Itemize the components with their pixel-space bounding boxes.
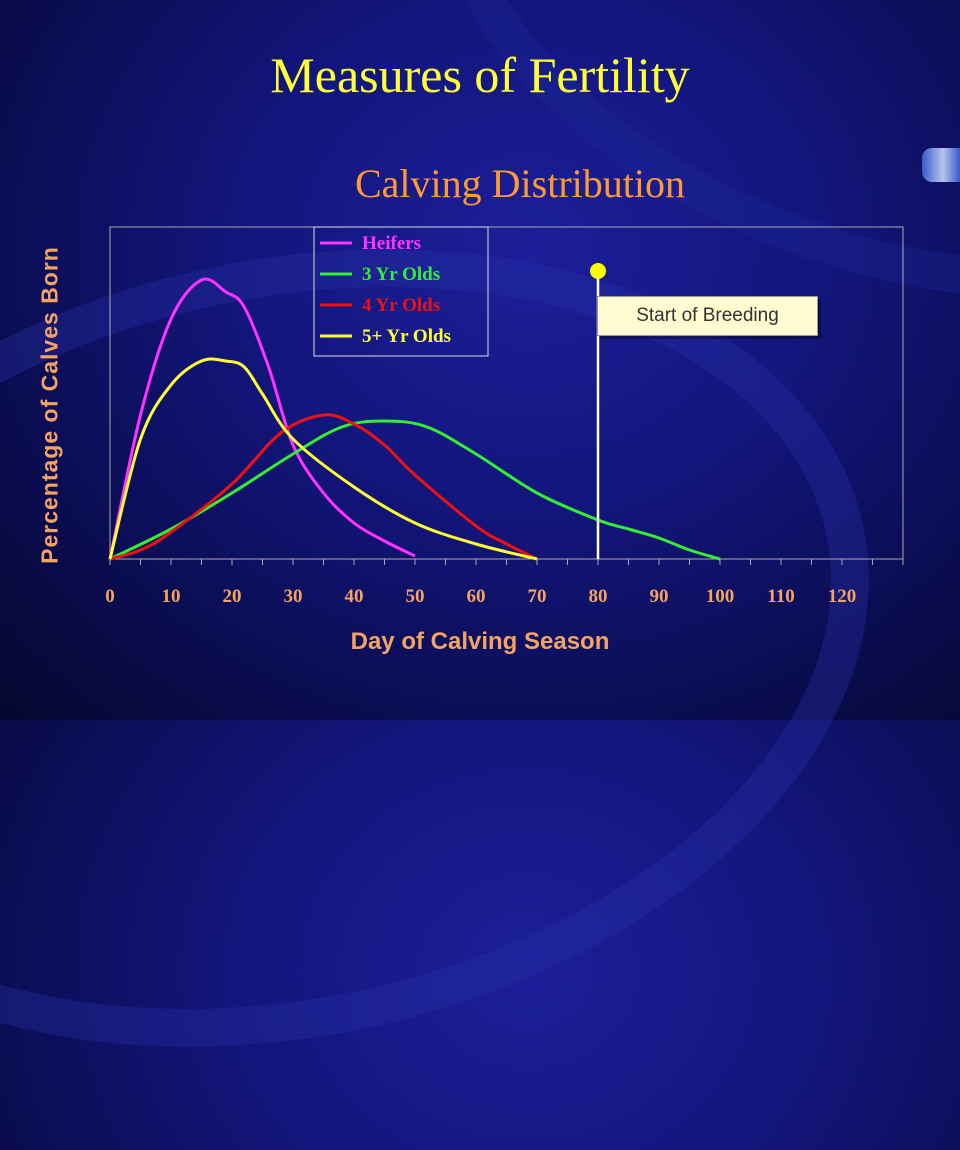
decorative-tab: [922, 148, 960, 182]
series-line-3-yr-olds: [109, 419, 721, 561]
series-line-4-yr-olds: [109, 413, 538, 561]
x-tick-label: 80: [589, 586, 608, 607]
x-tick-label: 0: [105, 586, 115, 607]
x-tick-label: 110: [767, 586, 794, 607]
legend-label-3-yr-olds: 3 Yr Olds: [362, 264, 440, 285]
x-tick-label: 120: [828, 586, 857, 607]
x-axis-label: Day of Calving Season: [350, 628, 610, 655]
breeding-start-marker: [590, 263, 606, 279]
chart-title: Calving Distribution: [355, 161, 685, 206]
x-tick-label: 90: [650, 586, 669, 607]
plot-area: [109, 226, 904, 560]
breeding-start-callout: Start of Breeding: [597, 296, 818, 336]
legend-label-4-yr-olds: 4 Yr Olds: [362, 295, 440, 316]
x-tick-label: 20: [223, 586, 242, 607]
calving-chart: 0 10 20 30 40 50 60 70 80 90 100 110 120 Heifers 3 Yr…: [105, 226, 904, 607]
series-line-heifers: [108, 277, 416, 560]
x-tick-label: 70: [528, 586, 547, 607]
x-tick-label: 40: [345, 586, 364, 607]
series-line-5-yr-olds: [108, 357, 538, 561]
x-tick-label: 10: [162, 586, 181, 607]
legend-box: [313, 226, 489, 357]
x-tick-label: 50: [406, 586, 425, 607]
x-tick-label: 30: [284, 586, 303, 607]
legend-label-heifers: Heifers: [362, 233, 421, 254]
x-tick-label: 100: [706, 586, 735, 607]
x-tick-label: 60: [467, 586, 486, 607]
slide-title: Measures of Fertility: [270, 47, 690, 103]
legend-label-5-yr-olds: 5+ Yr Olds: [362, 326, 451, 347]
